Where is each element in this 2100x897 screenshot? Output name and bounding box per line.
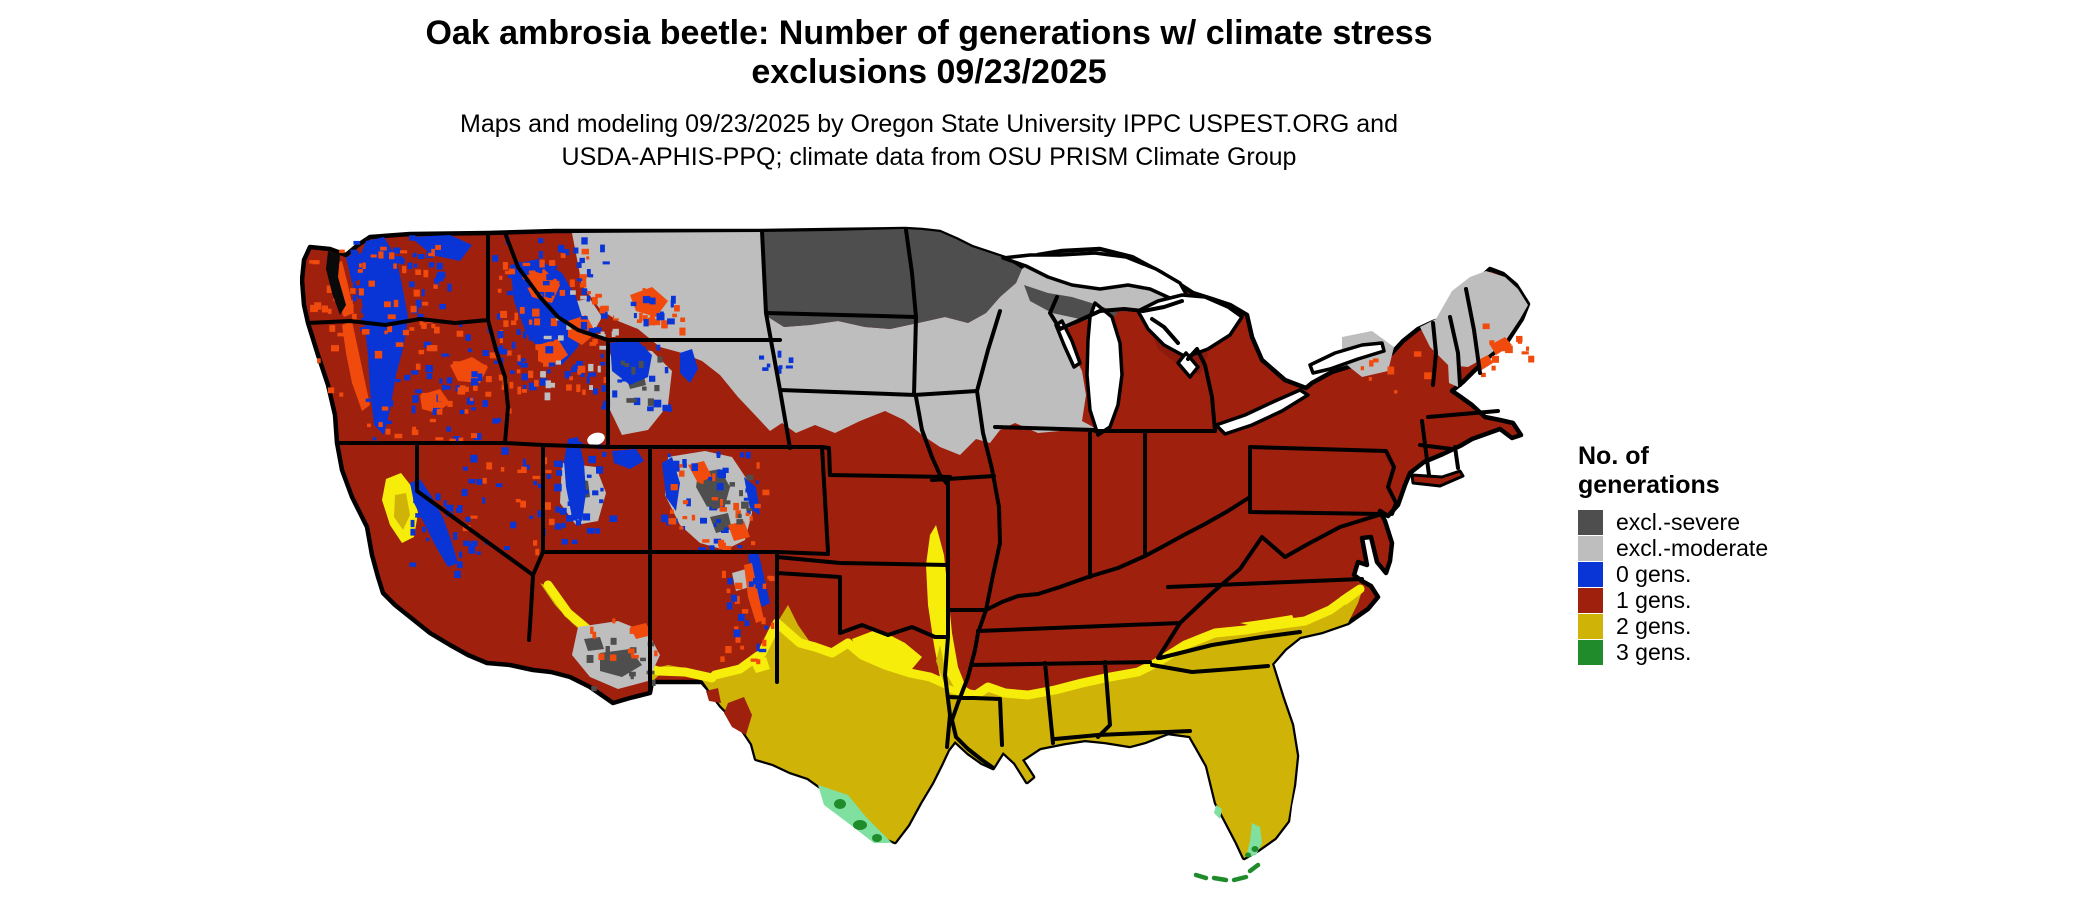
south-texas-lightgreen xyxy=(818,785,892,843)
maine-coast-orange xyxy=(1490,337,1512,355)
legend-title: No. of generations xyxy=(1578,442,1838,500)
long-island xyxy=(1410,469,1465,488)
lake-ontario xyxy=(1308,341,1386,375)
legend-swatch-2-gens xyxy=(1578,614,1603,639)
legend-swatch-excl-moderate xyxy=(1578,536,1603,561)
map-subtitle-line1: Maps and modeling 09/23/2025 by Oregon S… xyxy=(460,110,1398,138)
legend-label-0-gens: 0 gens. xyxy=(1616,561,1692,587)
figure-header: Oak ambrosia beetle: Number of generatio… xyxy=(300,14,1558,174)
zone-excl-severe-north xyxy=(762,229,1022,329)
lake-erie xyxy=(1214,388,1310,436)
legend-row-excl-moderate: excl.-moderate xyxy=(1578,535,1838,561)
map-title: Oak ambrosia beetle: Number of generatio… xyxy=(300,14,1558,92)
west-texas-red-patch xyxy=(724,697,752,735)
legend-row-0-gens: 0 gens. xyxy=(1578,561,1838,587)
us-generations-map xyxy=(299,226,1535,883)
legend-row-excl-severe: excl.-severe xyxy=(1578,509,1838,535)
map-subtitle-line2: USDA-APHIS-PPQ; climate data from OSU PR… xyxy=(561,143,1297,171)
legend-title-line1: No. of xyxy=(1578,442,1649,470)
legend-title-line2: generations xyxy=(1578,471,1720,499)
sangre-de-cristo-blue xyxy=(748,551,770,607)
legend-row-2-gens: 2 gens. xyxy=(1578,613,1838,639)
legend-label-excl-moderate: excl.-moderate xyxy=(1616,535,1769,561)
great-lakes xyxy=(326,251,1386,446)
legend-swatch-0-gens xyxy=(1578,562,1603,587)
legend-label-2-gens: 2 gens. xyxy=(1616,613,1692,639)
puget-sound xyxy=(326,251,346,315)
us-map-canvas xyxy=(299,225,1555,892)
map-title-line2: exclusions 09/23/2025 xyxy=(751,53,1107,91)
legend-label-excl-severe: excl.-severe xyxy=(1616,509,1740,535)
florida-keys-green xyxy=(1193,862,1261,883)
great-salt-lake xyxy=(587,432,605,446)
map-subtitle: Maps and modeling 09/23/2025 by Oregon S… xyxy=(300,108,1558,174)
legend-row-3-gens: 3 gens. xyxy=(1578,639,1838,665)
lake-huron xyxy=(1136,293,1244,359)
legend-row-1-gens: 1 gens. xyxy=(1578,587,1838,613)
saginaw-bay xyxy=(1176,351,1200,379)
legend: No. of generations excl.-severe excl.-mo… xyxy=(1578,442,1838,665)
legend-label-1-gens: 1 gens. xyxy=(1616,587,1692,613)
legend-swatch-excl-severe xyxy=(1578,510,1603,535)
zone-excl-moderate-north xyxy=(572,229,1528,455)
legend-items: excl.-severe excl.-moderate 0 gens. 1 ge… xyxy=(1578,509,1838,665)
legend-swatch-1-gens xyxy=(1578,588,1603,613)
map-title-line1: Oak ambrosia beetle: Number of generatio… xyxy=(425,14,1433,52)
sierra-nevada-blue xyxy=(410,479,458,567)
zone-three-generations-green xyxy=(818,785,1262,883)
state-borders xyxy=(306,228,1500,769)
wasatch-blue xyxy=(564,437,586,521)
legend-label-3-gens: 3 gens. xyxy=(1616,639,1692,665)
raster-speckle-texture xyxy=(309,235,1535,692)
legend-swatch-3-gens xyxy=(1578,640,1603,665)
